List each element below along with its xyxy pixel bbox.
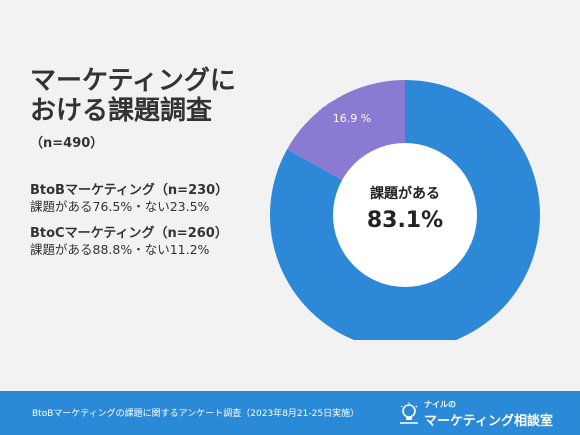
segment-btob-body: 課題がある76.5%・ない23.5%	[30, 199, 210, 214]
segment-btob-head: BtoBマーケティング（n=230）	[30, 183, 229, 198]
lightbulb-icon	[400, 402, 418, 424]
center-label: 課題がある	[370, 185, 440, 202]
sample-size: （n=490）	[30, 136, 104, 151]
donut-chart-svg: 課題がある 83.1% 16.9 % 課題がある 課題はない	[270, 80, 540, 350]
page-title: マーケティングに おける課題調査	[30, 66, 260, 126]
donut-hole	[333, 143, 477, 287]
footer-bar: BtoBマーケティングの課題に関するアンケート調査（2023年8月21-25日実…	[0, 391, 580, 435]
segment-btoc-head: BtoCマーケティング（n=260）	[30, 226, 228, 241]
segment-btoc-body: 課題がある88.8%・ない11.2%	[30, 242, 210, 257]
title-line-1: マーケティングに	[30, 66, 236, 96]
footer-note: BtoBマーケティングの課題に関するアンケート調査（2023年8月21-25日実…	[32, 409, 360, 419]
center-value: 83.1%	[367, 208, 443, 233]
segment-btoc: BtoCマーケティング（n=260） 課題がある88.8%・ない11.2%	[30, 226, 250, 258]
brand-small-text: ナイルの	[424, 400, 456, 409]
brand-logo: ナイルの マーケティング相談室	[398, 395, 573, 431]
donut-chart: 課題がある 83.1% 16.9 % 課題がある 課題はない	[260, 70, 550, 350]
title-line-2: おける課題調査	[30, 96, 213, 126]
segment-btob: BtoBマーケティング（n=230） 課題がある76.5%・ない23.5%	[30, 183, 250, 215]
slice-value-label: 16.9 %	[333, 112, 371, 125]
brand-name: マーケティング相談室	[424, 414, 553, 429]
